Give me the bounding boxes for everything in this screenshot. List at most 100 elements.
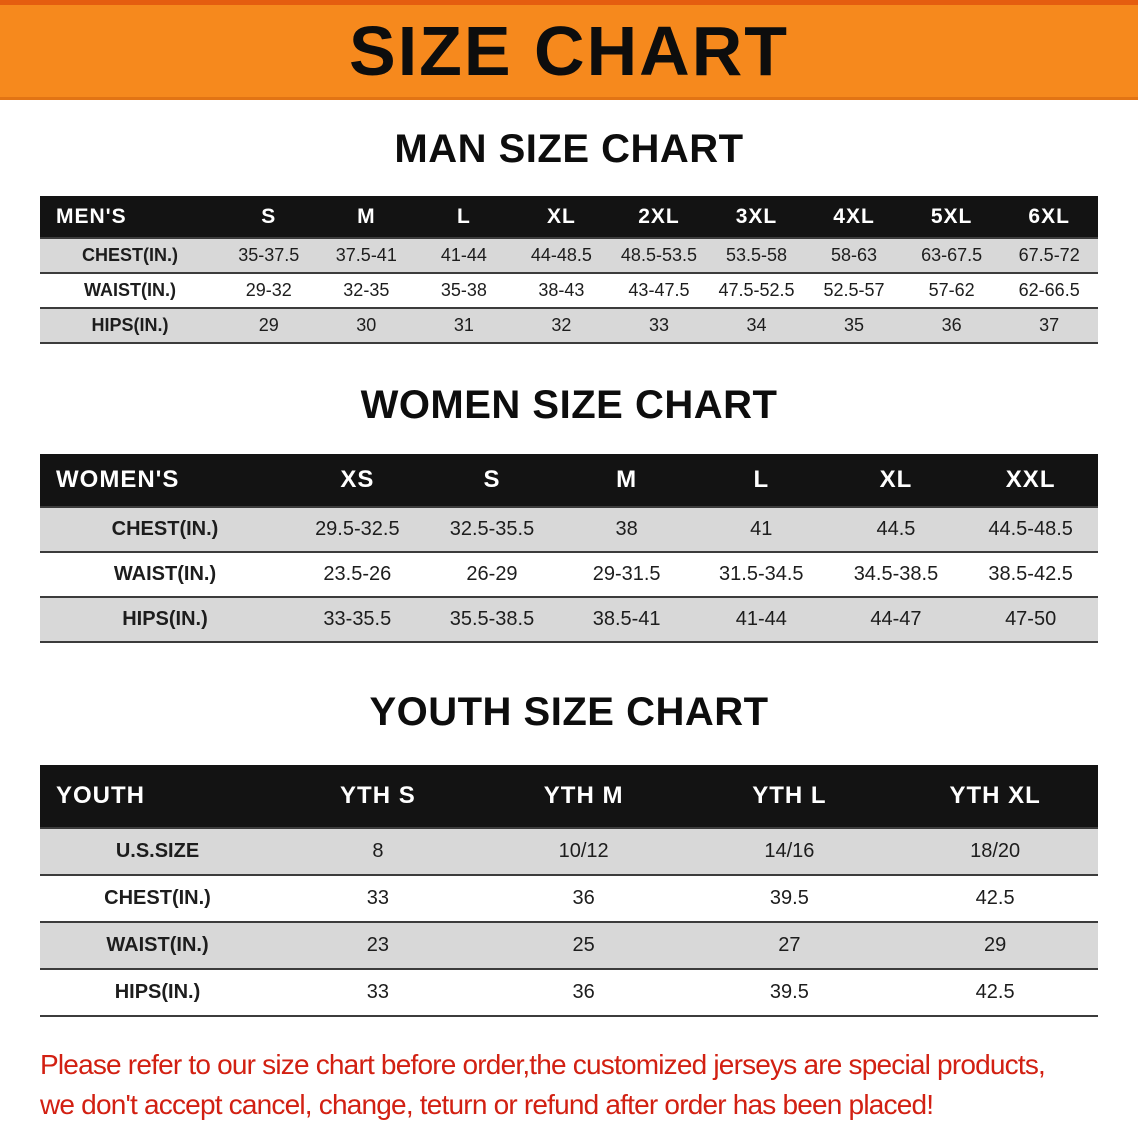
women-size-table: WOMEN'S XS S M L XL XXL CHEST(IN.) 29.5-…	[40, 454, 1098, 643]
size-value-cell: 63-67.5	[921, 245, 983, 265]
women-col-header: L	[693, 454, 829, 507]
women-table-header-row: WOMEN'S XS S M L XL XXL	[40, 454, 1098, 507]
youth-col-header: YTH XL	[892, 765, 1098, 828]
men-col-header: 6XL	[1000, 196, 1098, 238]
size-value-cell: 33	[366, 981, 389, 1003]
size-value-cell: 27	[778, 934, 801, 956]
size-value-cell: 32.5-35.5	[449, 518, 535, 540]
youth-table-header-row: YOUTH YTH S YTH M YTH L YTH XL	[40, 765, 1098, 828]
size-value-cell: 35-37.5	[238, 245, 300, 265]
size-value-cell: 34.5-38.5	[853, 563, 939, 585]
size-value-cell: 67.5-72	[1018, 245, 1080, 265]
size-chart-banner: SIZE CHART	[0, 0, 1138, 100]
size-value-cell: 29	[984, 934, 1007, 956]
size-value-cell: 8	[372, 840, 384, 862]
men-section-heading: MAN SIZE CHART	[394, 127, 744, 171]
size-value-cell: 32	[551, 315, 572, 335]
men-col-header: L	[415, 196, 513, 238]
women-col-header: M	[559, 454, 694, 507]
row-label: WAIST(IN.)	[84, 280, 176, 300]
women-chest-row: CHEST(IN.) 29.5-32.5 32.5-35.5 38 41 44.…	[40, 507, 1098, 552]
size-value-cell: 32-35	[343, 280, 390, 300]
women-section: WOMEN SIZE CHART WOMEN'S XS S M L XL XXL…	[0, 382, 1138, 643]
size-value-cell: 23	[366, 934, 389, 956]
women-col-header: XXL	[963, 454, 1098, 507]
youth-waist-row: WAIST(IN.) 23 25 27 29	[40, 922, 1098, 969]
size-value-cell: 44-47	[870, 608, 922, 630]
size-value-cell: 33-35.5	[323, 608, 392, 630]
youth-chest-row: CHEST(IN.) 33 36 39.5 42.5	[40, 875, 1098, 922]
size-value-cell: 35-38	[440, 280, 487, 300]
size-value-cell: 38.5-41	[592, 608, 661, 630]
row-label: WAIST(IN.)	[106, 934, 209, 956]
youth-section: YOUTH SIZE CHART YOUTH YTH S YTH M YTH L…	[0, 689, 1138, 1017]
size-value-cell: 26-29	[466, 563, 518, 585]
disclaimer-line-2: we don't accept cancel, change, teturn o…	[40, 1089, 934, 1120]
women-table-title: WOMEN'S	[40, 454, 290, 507]
size-value-cell: 42.5	[975, 981, 1015, 1003]
men-size-table: MEN'S S M L XL 2XL 3XL 4XL 5XL 6XL CHEST…	[40, 196, 1098, 344]
size-value-cell: 57-62	[928, 280, 975, 300]
size-value-cell: 37.5-41	[335, 245, 397, 265]
size-value-cell: 25	[572, 934, 595, 956]
size-value-cell: 10/12	[558, 840, 609, 862]
size-value-cell: 48.5-53.5	[620, 245, 697, 265]
size-value-cell: 39.5	[769, 887, 809, 909]
size-value-cell: 30	[356, 315, 377, 335]
row-label: WAIST(IN.)	[113, 563, 217, 585]
women-hips-row: HIPS(IN.) 33-35.5 35.5-38.5 38.5-41 41-4…	[40, 597, 1098, 642]
men-waist-row: WAIST(IN.) 29-32 32-35 35-38 38-43 43-47…	[40, 273, 1098, 308]
size-value-cell: 35	[844, 315, 865, 335]
size-value-cell: 42.5	[975, 887, 1015, 909]
size-value-cell: 35.5-38.5	[449, 608, 535, 630]
men-col-header: 5XL	[902, 196, 1001, 238]
row-label: CHEST(IN.)	[104, 887, 211, 909]
size-value-cell: 44.5-48.5	[988, 518, 1073, 540]
men-col-header: 3XL	[707, 196, 806, 238]
size-value-cell: 38	[615, 518, 638, 540]
row-label: CHEST(IN.)	[82, 245, 178, 265]
women-col-header: XS	[290, 454, 425, 507]
youth-hips-row: HIPS(IN.) 33 36 39.5 42.5	[40, 969, 1098, 1016]
row-label: CHEST(IN.)	[111, 518, 219, 540]
youth-col-header: YTH M	[480, 765, 687, 828]
size-value-cell: 14/16	[764, 840, 815, 862]
size-value-cell: 36	[572, 887, 595, 909]
youth-col-header: YTH S	[275, 765, 481, 828]
size-value-cell: 41-44	[735, 608, 787, 630]
size-value-cell: 29	[258, 315, 279, 335]
size-value-cell: 29-32	[245, 280, 292, 300]
size-value-cell: 44-48.5	[530, 245, 592, 265]
size-value-cell: 34	[746, 315, 767, 335]
men-col-header: M	[317, 196, 416, 238]
row-label: HIPS(IN.)	[114, 981, 201, 1003]
size-value-cell: 33	[366, 887, 389, 909]
size-value-cell: 41	[750, 518, 773, 540]
size-value-cell: 38.5-42.5	[988, 563, 1073, 585]
size-value-cell: 58-63	[831, 245, 878, 265]
disclaimer-line-1: Please refer to our size chart before or…	[40, 1049, 1046, 1080]
youth-table-title: YOUTH	[40, 765, 275, 828]
size-value-cell: 44.5	[876, 518, 916, 540]
size-value-cell: 33	[648, 315, 669, 335]
size-value-cell: 62-66.5	[1018, 280, 1080, 300]
size-value-cell: 52.5-57	[823, 280, 885, 300]
size-value-cell: 37	[1039, 315, 1060, 335]
size-value-cell: 31.5-34.5	[719, 563, 804, 585]
men-hips-row: HIPS(IN.) 29 30 31 32 33 34 35 36 37	[40, 308, 1098, 343]
size-value-cell: 41-44	[440, 245, 487, 265]
youth-ussize-row: U.S.SIZE 8 10/12 14/16 18/20	[40, 828, 1098, 875]
women-section-heading: WOMEN SIZE CHART	[360, 383, 778, 427]
disclaimer-text: Please refer to our size chart before or…	[40, 1045, 1138, 1125]
row-label: HIPS(IN.)	[122, 608, 208, 630]
size-value-cell: 36	[572, 981, 595, 1003]
row-label: U.S.SIZE	[115, 840, 200, 862]
men-col-header: 2XL	[610, 196, 708, 238]
women-waist-row: WAIST(IN.) 23.5-26 26-29 29-31.5 31.5-34…	[40, 552, 1098, 597]
men-section: MAN SIZE CHART MEN'S S M L XL 2XL 3XL 4X…	[0, 126, 1138, 344]
men-col-header: S	[220, 196, 318, 238]
size-value-cell: 31	[453, 315, 474, 335]
men-table-header-row: MEN'S S M L XL 2XL 3XL 4XL 5XL 6XL	[40, 196, 1098, 238]
men-table-title: MEN'S	[40, 196, 220, 238]
size-value-cell: 29-31.5	[592, 563, 661, 585]
